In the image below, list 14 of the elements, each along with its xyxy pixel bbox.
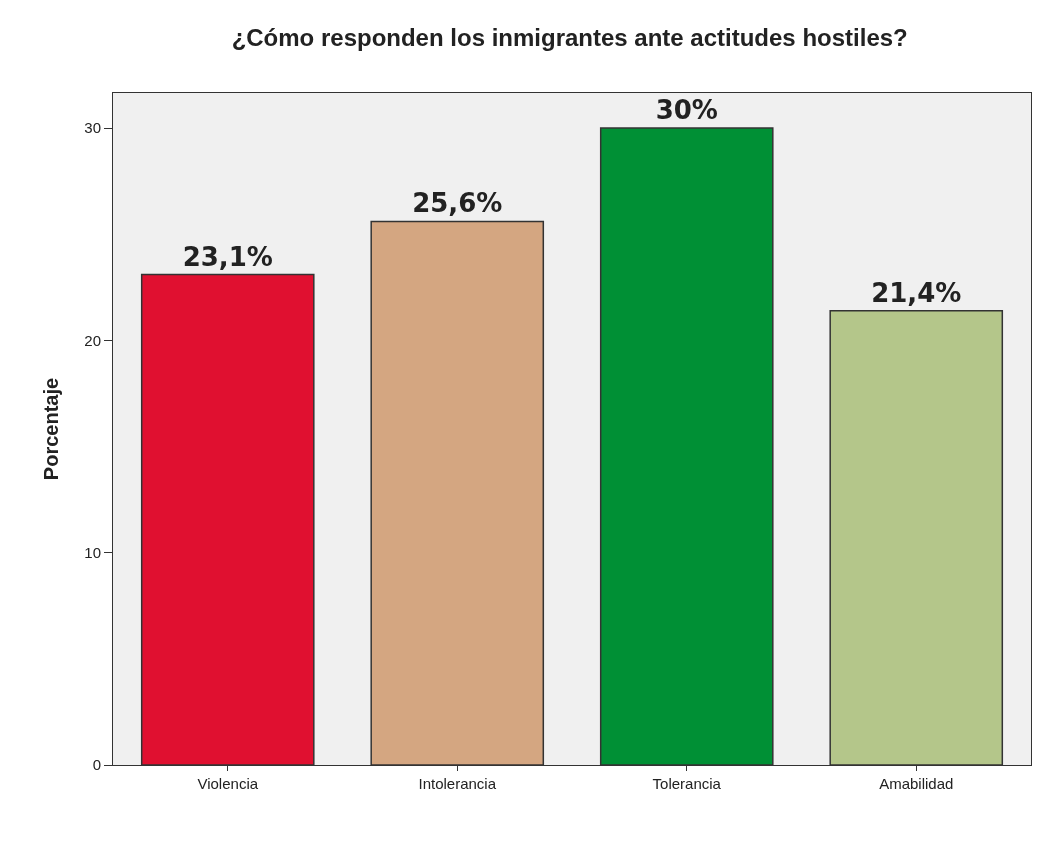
y-tick-label: 20 xyxy=(84,331,101,349)
x-tick-label: Violencia xyxy=(197,775,259,792)
y-axis-title: Porcentaje xyxy=(39,377,62,481)
x-tick-label: Intolerancia xyxy=(418,775,497,792)
data-label: 23,1% xyxy=(182,241,273,272)
y-tick-label: 30 xyxy=(84,119,101,137)
y-tick-label: 10 xyxy=(84,543,101,561)
data-label: 30% xyxy=(655,95,718,126)
data-label: 21,4% xyxy=(871,277,962,308)
chart-title: ¿Cómo responden los inmigrantes ante actitudes hostiles? xyxy=(231,24,908,52)
x-tick-label: Tolerancia xyxy=(652,775,722,792)
x-tick-label: Amabilidad xyxy=(879,775,954,792)
y-tick-label: 0 xyxy=(92,756,101,774)
data-label: 25,6% xyxy=(412,188,503,219)
